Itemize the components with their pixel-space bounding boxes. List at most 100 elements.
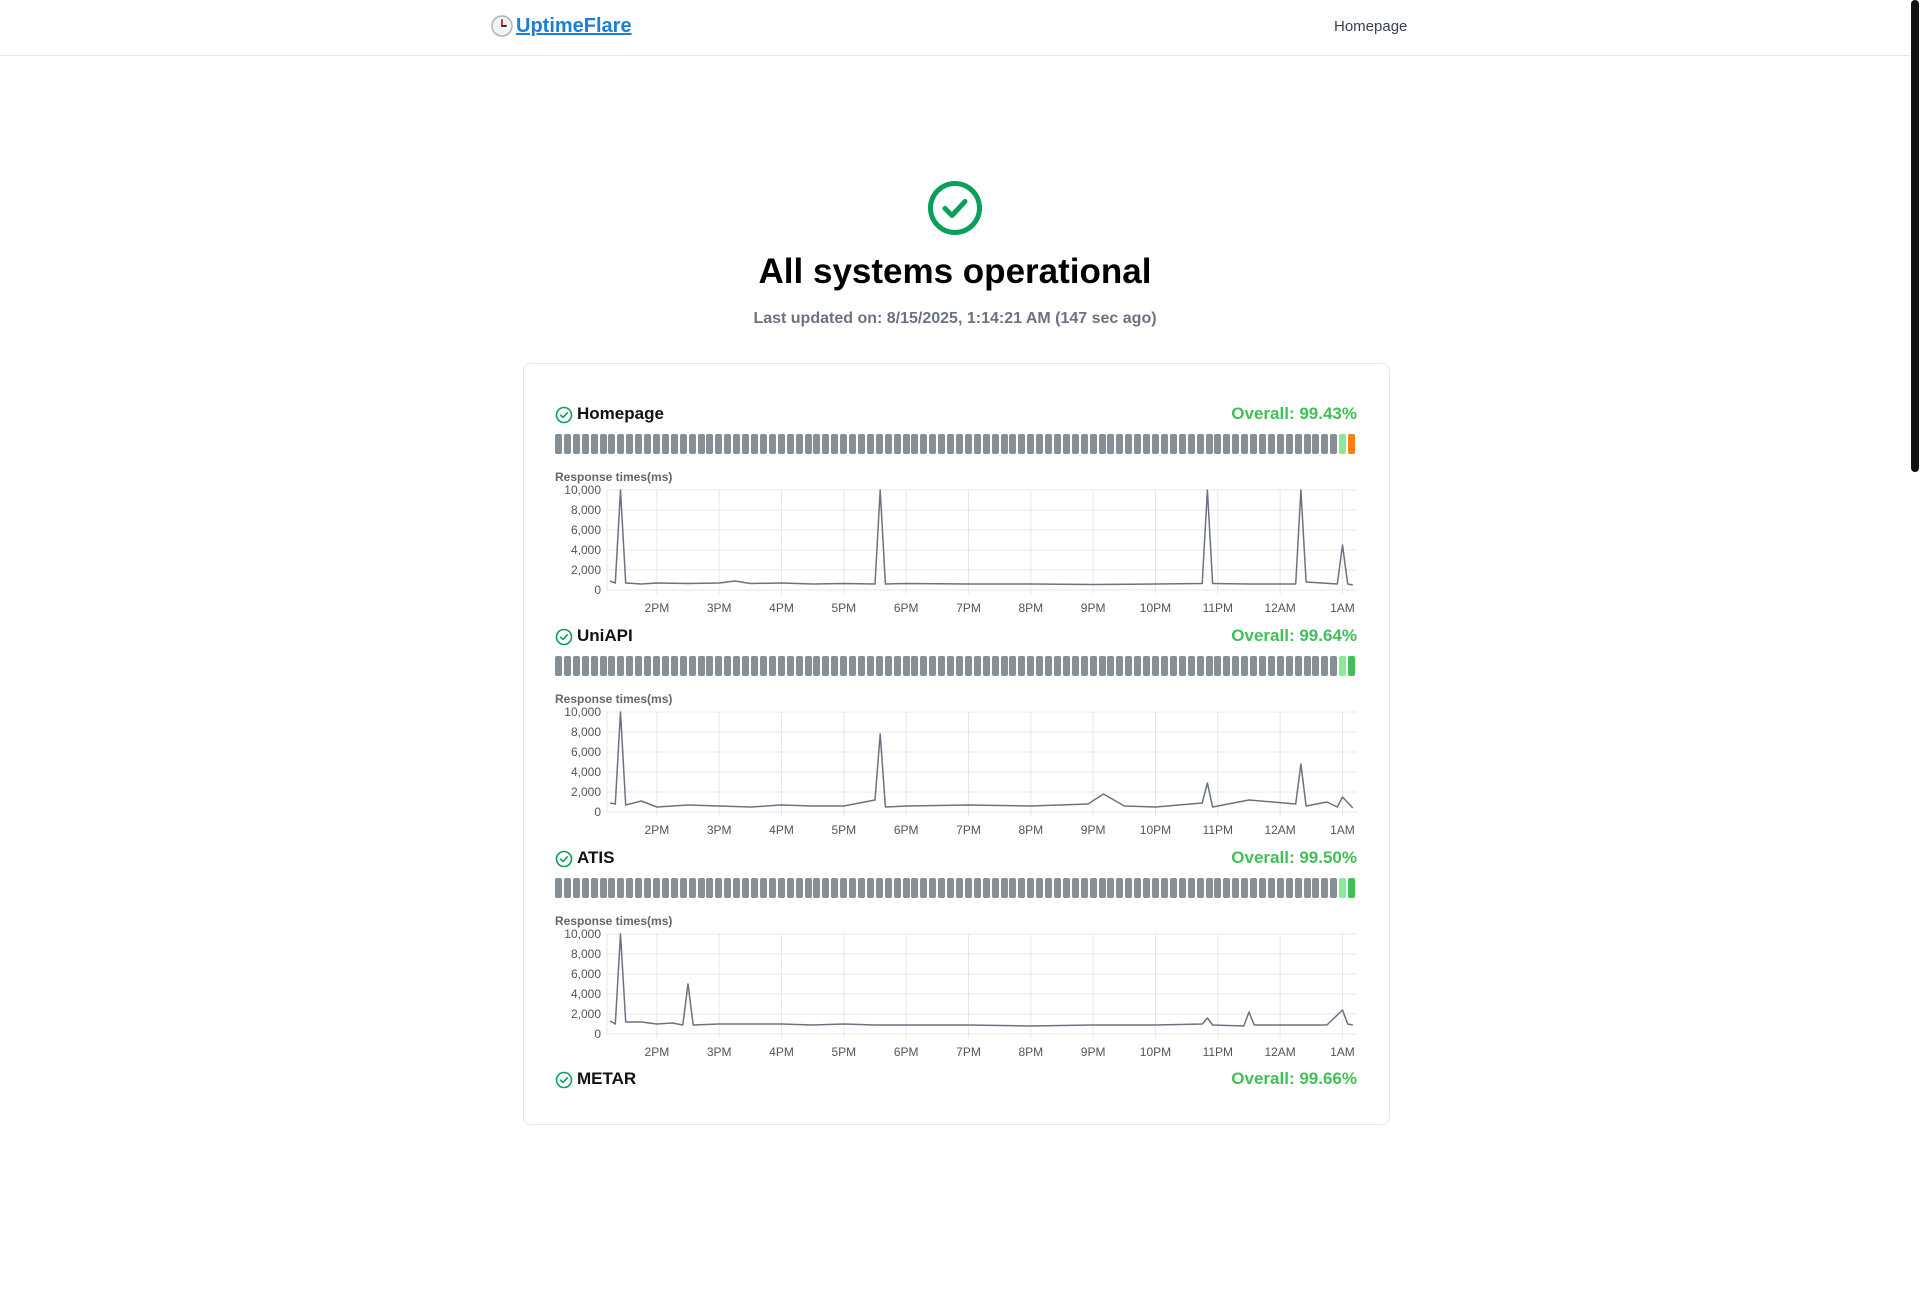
uptime-bar[interactable] [1187,878,1195,898]
uptime-bar[interactable] [688,434,696,454]
uptime-bar[interactable] [1294,434,1302,454]
uptime-bar[interactable] [1250,434,1258,454]
uptime-bar[interactable] [1196,656,1204,676]
uptime-bar[interactable] [866,878,874,898]
uptime-bar[interactable] [777,656,785,676]
uptime-bar[interactable] [938,656,946,676]
uptime-bar[interactable] [893,656,901,676]
uptime-bar[interactable] [751,878,759,898]
uptime-bar[interactable] [688,878,696,898]
uptime-bar[interactable] [991,434,999,454]
uptime-bar[interactable] [688,656,696,676]
uptime-bar[interactable] [1214,878,1222,898]
uptime-bar[interactable] [1160,656,1168,676]
uptime-bar[interactable] [617,434,625,454]
uptime-bar[interactable] [1152,434,1160,454]
uptime-bar[interactable] [697,878,705,898]
uptime-bar[interactable] [1036,434,1044,454]
scrollbar[interactable] [1910,0,1920,1080]
uptime-bar[interactable] [626,656,634,676]
uptime-bar[interactable] [1339,656,1347,676]
uptime-bar[interactable] [1339,878,1347,898]
uptime-bar[interactable] [866,434,874,454]
uptime-bar[interactable] [902,878,910,898]
uptime-bar[interactable] [947,434,955,454]
uptime-bar[interactable] [1036,656,1044,676]
uptime-bar[interactable] [733,434,741,454]
uptime-bar[interactable] [938,434,946,454]
uptime-bar[interactable] [1303,434,1311,454]
uptime-bar[interactable] [920,656,928,676]
uptime-bar[interactable] [768,434,776,454]
uptime-bar[interactable] [1098,656,1106,676]
uptime-bar[interactable] [813,656,821,676]
uptime-bar[interactable] [1018,656,1026,676]
uptime-bar[interactable] [884,878,892,898]
uptime-bar[interactable] [706,878,714,898]
uptime-bar[interactable] [947,878,955,898]
uptime-bar[interactable] [831,434,839,454]
uptime-bar[interactable] [786,878,794,898]
uptime-bar[interactable] [1134,434,1142,454]
uptime-bar[interactable] [635,434,643,454]
uptime-bar[interactable] [608,434,616,454]
uptime-bar[interactable] [635,656,643,676]
uptime-bar[interactable] [581,656,589,676]
uptime-bar[interactable] [670,656,678,676]
uptime-bar[interactable] [1152,656,1160,676]
uptime-bar[interactable] [849,878,857,898]
uptime-bar[interactable] [1196,878,1204,898]
uptime-bar[interactable] [733,656,741,676]
uptime-bar[interactable] [1339,434,1347,454]
uptime-bar[interactable] [1232,878,1240,898]
uptime-bar[interactable] [706,656,714,676]
uptime-bar[interactable] [679,878,687,898]
uptime-bar[interactable] [1160,878,1168,898]
uptime-bar[interactable] [759,656,767,676]
uptime-bar[interactable] [911,656,919,676]
uptime-bar[interactable] [840,656,848,676]
uptime-bar[interactable] [857,434,865,454]
uptime-bar[interactable] [670,878,678,898]
uptime-bar[interactable] [1178,434,1186,454]
uptime-bar[interactable] [804,656,812,676]
uptime-bar[interactable] [1027,656,1035,676]
uptime-bar[interactable] [653,656,661,676]
uptime-bar[interactable] [1321,656,1329,676]
uptime-bar[interactable] [920,878,928,898]
scrollbar-thumb[interactable] [1911,0,1919,472]
uptime-bar[interactable] [563,878,571,898]
uptime-bar[interactable] [1054,878,1062,898]
uptime-bar[interactable] [1107,434,1115,454]
uptime-bar[interactable] [1143,656,1151,676]
uptime-bar[interactable] [1098,434,1106,454]
uptime-bar[interactable] [982,656,990,676]
uptime-bar[interactable] [1312,656,1320,676]
uptime-bar[interactable] [822,878,830,898]
uptime-bar[interactable] [982,434,990,454]
uptime-bar[interactable] [1009,878,1017,898]
uptime-bar[interactable] [857,656,865,676]
uptime-bar[interactable] [795,878,803,898]
uptime-bar[interactable] [1303,656,1311,676]
uptime-bar[interactable] [1348,656,1356,676]
uptime-bar[interactable] [653,434,661,454]
uptime-bar[interactable] [626,434,634,454]
uptime-bar[interactable] [1143,434,1151,454]
uptime-bar[interactable] [822,656,830,676]
uptime-bar[interactable] [893,434,901,454]
uptime-bar[interactable] [1169,434,1177,454]
uptime-bar[interactable] [563,434,571,454]
uptime-bar[interactable] [590,434,598,454]
uptime-bar[interactable] [893,878,901,898]
uptime-bar[interactable] [1348,434,1356,454]
uptime-bar[interactable] [813,434,821,454]
uptime-bar[interactable] [1187,656,1195,676]
uptime-bar[interactable] [1285,434,1293,454]
uptime-bar[interactable] [1116,434,1124,454]
uptime-bar[interactable] [1107,878,1115,898]
uptime-bar[interactable] [1267,878,1275,898]
uptime-bar[interactable] [982,878,990,898]
uptime-bar[interactable] [795,434,803,454]
uptime-bar[interactable] [742,878,750,898]
